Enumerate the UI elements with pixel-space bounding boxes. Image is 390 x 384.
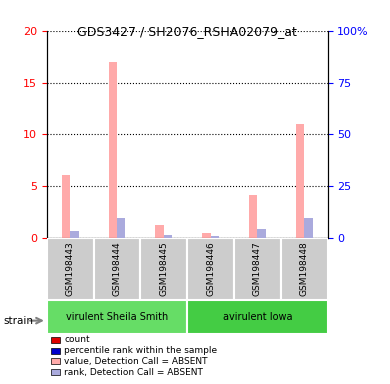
Text: GSM198444: GSM198444 bbox=[112, 242, 122, 296]
FancyBboxPatch shape bbox=[281, 238, 328, 300]
Text: avirulent Iowa: avirulent Iowa bbox=[223, 312, 292, 322]
Bar bbox=[117, 218, 126, 238]
FancyBboxPatch shape bbox=[94, 238, 140, 300]
FancyBboxPatch shape bbox=[234, 238, 281, 300]
Bar bbox=[164, 235, 172, 238]
FancyBboxPatch shape bbox=[47, 300, 187, 334]
Text: GDS3427 / SH2076_RSHA02079_at: GDS3427 / SH2076_RSHA02079_at bbox=[77, 25, 297, 38]
Text: GSM198448: GSM198448 bbox=[300, 242, 309, 296]
FancyBboxPatch shape bbox=[47, 238, 94, 300]
Bar bbox=[108, 62, 117, 238]
Text: rank, Detection Call = ABSENT: rank, Detection Call = ABSENT bbox=[64, 367, 203, 377]
Bar bbox=[155, 225, 164, 238]
Text: strain: strain bbox=[4, 316, 34, 326]
Bar bbox=[62, 175, 70, 238]
Text: GSM198446: GSM198446 bbox=[206, 242, 215, 296]
Bar bbox=[70, 232, 79, 238]
FancyBboxPatch shape bbox=[187, 238, 234, 300]
Text: GSM198447: GSM198447 bbox=[253, 242, 262, 296]
Bar bbox=[257, 229, 266, 238]
FancyBboxPatch shape bbox=[140, 238, 187, 300]
Text: virulent Sheila Smith: virulent Sheila Smith bbox=[66, 312, 168, 322]
Text: count: count bbox=[64, 335, 90, 344]
Bar bbox=[211, 236, 219, 238]
Text: GSM198443: GSM198443 bbox=[66, 242, 75, 296]
Bar bbox=[202, 233, 211, 238]
Bar bbox=[249, 195, 257, 238]
Text: percentile rank within the sample: percentile rank within the sample bbox=[64, 346, 218, 355]
FancyBboxPatch shape bbox=[187, 300, 328, 334]
Bar bbox=[296, 124, 304, 238]
Bar bbox=[304, 218, 313, 238]
Text: value, Detection Call = ABSENT: value, Detection Call = ABSENT bbox=[64, 357, 208, 366]
Text: GSM198445: GSM198445 bbox=[159, 242, 168, 296]
